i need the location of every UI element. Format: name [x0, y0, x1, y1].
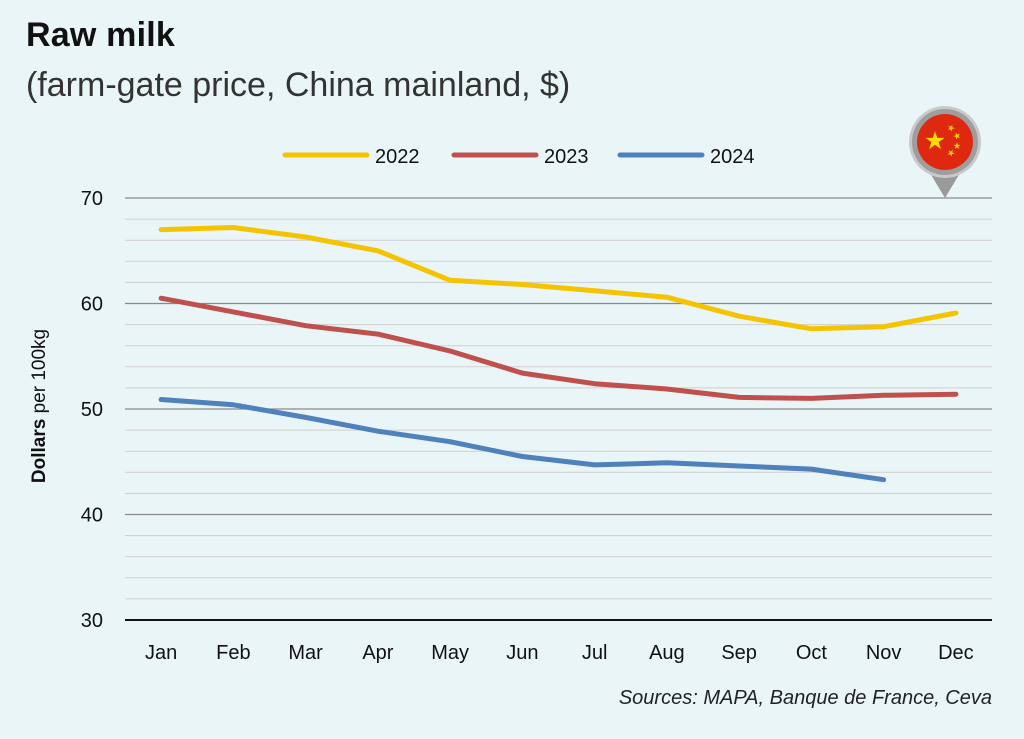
x-tick-label: May: [431, 642, 469, 664]
series-line-2024: [158, 397, 887, 483]
chart-subtitle: (farm-gate price, China mainland, $): [26, 66, 571, 104]
legend-label-2023: 2023: [544, 146, 589, 168]
x-tick-label: Jan: [145, 642, 177, 664]
series-lines: [158, 225, 959, 483]
china-flag-map-pin-icon: [909, 106, 981, 198]
y-axis-label-bold: Dollars: [29, 419, 50, 483]
y-tick-label: 30: [81, 610, 103, 632]
y-axis-label-rest: per 100kg: [29, 329, 50, 419]
y-tick-label: 70: [81, 188, 103, 210]
y-tick-label: 40: [81, 505, 103, 527]
legend-label-2024: 2024: [710, 146, 755, 168]
y-axis-label: Dollars per 100kg: [29, 329, 50, 483]
series-line-2022: [158, 225, 959, 332]
x-tick-label: Aug: [649, 642, 685, 664]
x-tick-label: Sep: [721, 642, 757, 664]
x-tick-label: Apr: [362, 642, 393, 664]
x-tick-label: Dec: [938, 642, 974, 664]
x-tick-label: Feb: [216, 642, 250, 664]
x-tick-label: Jun: [506, 642, 538, 664]
y-axis-ticks: 30 40 50 60 70: [81, 188, 103, 632]
x-axis-ticks: Jan Feb Mar Apr May Jun Jul Aug Sep Oct Nov Dec: [145, 642, 974, 664]
x-tick-label: Jul: [582, 642, 608, 664]
y-tick-label: 60: [81, 294, 103, 316]
legend: 2022 2023 2024: [282, 146, 755, 168]
x-tick-label: Nov: [866, 642, 902, 664]
source-note: Sources: MAPA, Banque de France, Ceva: [618, 687, 992, 709]
legend-label-2022: 2022: [375, 146, 420, 168]
chart-title: Raw milk: [26, 16, 175, 54]
series-line-2023: [158, 295, 959, 401]
x-tick-label: Oct: [796, 642, 828, 664]
x-tick-label: Mar: [288, 642, 323, 664]
y-tick-label: 50: [81, 399, 103, 421]
